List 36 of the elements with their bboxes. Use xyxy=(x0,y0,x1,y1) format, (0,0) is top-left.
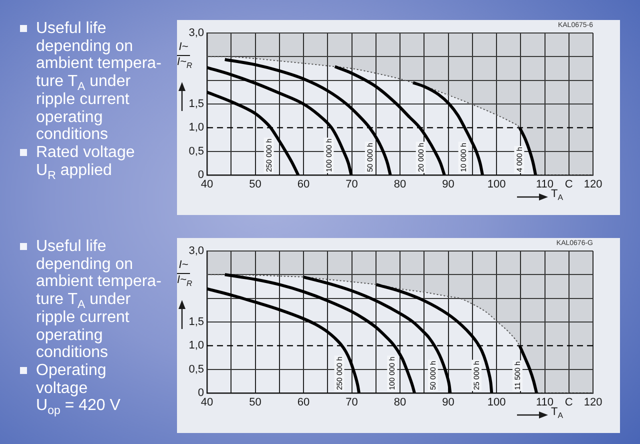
y-tick-label: 1,5 xyxy=(188,316,204,328)
x-tick-label: 80 xyxy=(394,396,406,409)
x-axis-title: T$_{A}$ xyxy=(551,188,564,202)
x-tick-label: 90 xyxy=(442,178,454,191)
y-tick-label: 3,0 xyxy=(188,27,204,40)
x-axis-title: T$_{A}$ xyxy=(551,406,564,420)
y-tick-label: 0 xyxy=(198,169,204,182)
x-tick-label: 50 xyxy=(249,178,262,191)
x-tick-label: 60 xyxy=(297,396,310,409)
x-tick-label: C xyxy=(564,396,573,409)
y-tick-label: 3,0 xyxy=(188,245,204,258)
y-tick-label: 1,5 xyxy=(188,98,204,110)
y-axis-title: I~ I~$_{R}$ xyxy=(177,259,192,288)
x-tick-label: 70 xyxy=(346,178,358,191)
y-axis-title: I~ I~$_{R}$ xyxy=(177,41,192,70)
x-tick-label: 80 xyxy=(394,178,406,191)
text: Useful life depending on ambient tempera- ture T$_{A}$ under ripple current operating conditions xyxy=(36,238,162,362)
x-tick-label: 40 xyxy=(200,396,214,409)
x-tick-label: 60 xyxy=(297,178,310,191)
text: Useful life depending on ambient tempera- ture T$_{A}$ under ripple current operating conditions xyxy=(36,20,162,144)
y-tick-label: 0,5 xyxy=(188,145,204,158)
y-tick-label: 1,0 xyxy=(188,122,204,134)
y-tick-label: 0,5 xyxy=(188,363,204,376)
x-tick-label: 120 xyxy=(584,396,602,409)
y-tick-label: 1,0 xyxy=(188,340,204,352)
text: Operating voltage U$_{op}$ = 420 V xyxy=(36,362,120,418)
x-tick-label: 50 xyxy=(249,396,262,409)
x-tick-label: 100 xyxy=(487,178,506,191)
x-tick-label: C xyxy=(564,178,573,191)
text: Rated voltage U$_{R}$ applied xyxy=(36,144,135,182)
x-tick-label: 100 xyxy=(487,396,506,409)
y-tick-label: 0 xyxy=(198,387,204,400)
x-tick-label: 70 xyxy=(346,396,358,409)
x-tick-label: 120 xyxy=(584,178,602,191)
x-tick-label: 40 xyxy=(200,178,214,191)
x-tick-label: 90 xyxy=(442,396,454,409)
